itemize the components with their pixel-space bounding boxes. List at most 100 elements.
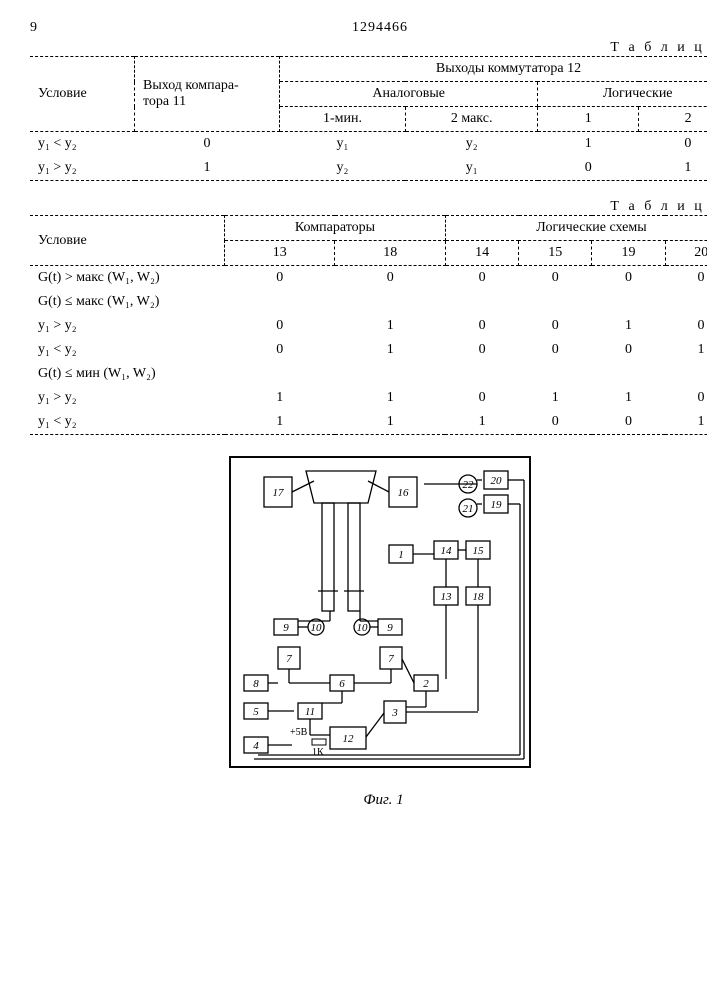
table-row: y₁ < y₂111001 [30, 410, 707, 435]
cell-a2: y₁ [405, 156, 537, 181]
svg-text:1К: 1К [312, 747, 324, 758]
table-row: y₁ > y₂110110 [30, 386, 707, 410]
cell-l15: 0 [519, 314, 592, 338]
cell-l14: 1 [445, 410, 518, 435]
cell-c13 [225, 290, 335, 314]
cell-l15: 1 [519, 386, 592, 410]
svg-text:18: 18 [472, 591, 484, 603]
t1-col-max: 2 макс. [405, 107, 537, 132]
cell-l20 [665, 362, 707, 386]
svg-text:11: 11 [304, 706, 314, 718]
t2-col-18: 18 [335, 241, 446, 266]
cell-comp: 1 [135, 156, 280, 181]
cell-l19: 1 [592, 314, 665, 338]
table-2: Условие Компараторы Логические схемы 13 … [30, 215, 707, 435]
patent-number: 1294466 [352, 20, 408, 36]
cell-l20: 0 [665, 266, 707, 291]
svg-text:1: 1 [398, 549, 404, 561]
page-header: 9 1294466 10 [30, 20, 707, 36]
svg-text:22: 22 [462, 479, 474, 491]
cell-c18: 0 [335, 266, 446, 291]
cell-l19 [592, 290, 665, 314]
cell-l19: 1 [592, 386, 665, 410]
t2-col-20: 20 [665, 241, 707, 266]
table-row: y₁ > y₂1y₂y₁01 [30, 156, 707, 181]
t1-col-l2: 2 [639, 107, 707, 132]
table2-label: Т а б л и ц а 2 [30, 199, 707, 215]
table-row: G(t) ≤ макс (W₁, W₂) [30, 290, 707, 314]
svg-text:13: 13 [440, 591, 452, 603]
svg-text:14: 14 [440, 545, 452, 557]
t2-col-condition: Условие [30, 216, 225, 266]
cell-c13: 0 [225, 266, 335, 291]
svg-text:10: 10 [310, 622, 322, 634]
svg-text:6: 6 [339, 678, 345, 690]
cell-cond: y₁ < y₂ [30, 338, 225, 362]
cell-l20: 1 [665, 410, 707, 435]
table-row: y₁ > y₂010010 [30, 314, 707, 338]
svg-text:3: 3 [391, 707, 398, 719]
t2-col-comparators: Компараторы [225, 216, 446, 241]
cell-c13: 1 [225, 386, 335, 410]
cell-l19 [592, 362, 665, 386]
cell-cond: y₁ < y₂ [30, 132, 135, 157]
svg-text:8: 8 [253, 678, 259, 690]
cell-c18: 1 [335, 314, 446, 338]
cell-cond: y₁ > y₂ [30, 386, 225, 410]
t1-col-condition: Условие [30, 57, 135, 132]
table-row: G(t) ≤ мин (W₁, W₂) [30, 362, 707, 386]
svg-text:9: 9 [387, 622, 393, 634]
cell-cond: G(t) ≤ мин (W₁, W₂) [30, 362, 225, 386]
schematic-diagram: 171622202119114151318910109778625113412+… [224, 453, 544, 783]
svg-text:15: 15 [472, 545, 484, 557]
cell-l14 [445, 362, 518, 386]
cell-cond: G(t) ≤ макс (W₁, W₂) [30, 290, 225, 314]
cell-l15 [519, 290, 592, 314]
cell-a2: y₂ [405, 132, 537, 157]
table-row: G(t) > макс (W₁, W₂)000000 [30, 266, 707, 291]
svg-text:+5В: +5В [290, 727, 308, 738]
cell-c18: 1 [335, 410, 446, 435]
table-row: y₁ < y₂010001 [30, 338, 707, 362]
table-1: Условие Выход компара- тора 11 Выходы ко… [30, 56, 707, 181]
figure-caption: Фиг. 1 [30, 792, 707, 809]
cell-l2: 0 [639, 132, 707, 157]
cell-c18 [335, 290, 446, 314]
svg-text:17: 17 [272, 487, 284, 499]
svg-text:7: 7 [286, 653, 292, 665]
t2-col-14: 14 [445, 241, 518, 266]
svg-text:21: 21 [462, 503, 473, 515]
cell-l15: 0 [519, 338, 592, 362]
cell-a1: y₂ [280, 156, 406, 181]
figure-1: 171622202119114151318910109778625113412+… [30, 453, 707, 809]
cell-l14: 0 [445, 266, 518, 291]
svg-text:19: 19 [490, 499, 502, 511]
cell-c13: 1 [225, 410, 335, 435]
cell-l20: 0 [665, 314, 707, 338]
cell-c18: 1 [335, 386, 446, 410]
cell-l19: 0 [592, 338, 665, 362]
cell-cond: y₁ > y₂ [30, 156, 135, 181]
svg-text:5: 5 [253, 706, 259, 718]
cell-l14: 0 [445, 314, 518, 338]
cell-l14: 0 [445, 386, 518, 410]
t2-col-15: 15 [519, 241, 592, 266]
cell-l1: 1 [538, 132, 639, 157]
cell-a1: y₁ [280, 132, 406, 157]
t2-col-19: 19 [592, 241, 665, 266]
svg-text:9: 9 [283, 622, 289, 634]
cell-l14 [445, 290, 518, 314]
svg-text:10: 10 [356, 622, 368, 634]
cell-l15: 0 [519, 266, 592, 291]
t2-col-13: 13 [225, 241, 335, 266]
cell-c13: 0 [225, 338, 335, 362]
cell-cond: G(t) > макс (W₁, W₂) [30, 266, 225, 291]
table-row: y₁ < y₂0y₁y₂10 [30, 132, 707, 157]
cell-l20 [665, 290, 707, 314]
page-left: 9 [30, 20, 37, 36]
cell-l15: 0 [519, 410, 592, 435]
svg-text:20: 20 [490, 475, 502, 487]
cell-c13 [225, 362, 335, 386]
t1-col-l1: 1 [538, 107, 639, 132]
svg-text:16: 16 [397, 487, 409, 499]
